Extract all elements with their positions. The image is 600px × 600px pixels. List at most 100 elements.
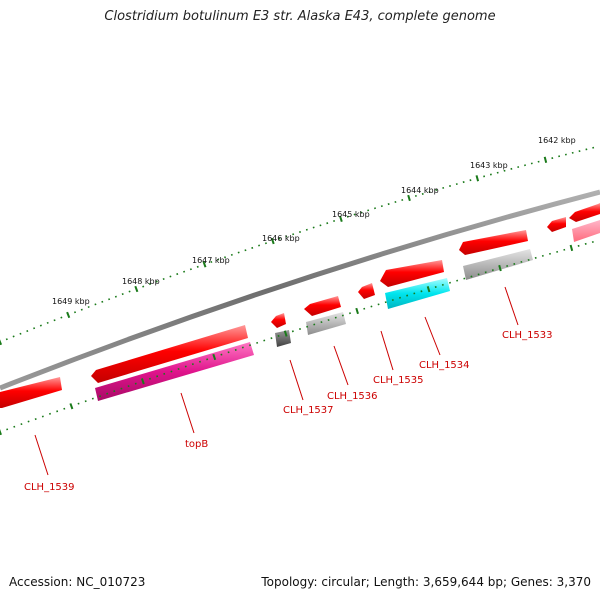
outer-ruler-minor-tick xyxy=(360,211,363,214)
cds-clh-1533-arrow[interactable] xyxy=(459,230,528,255)
outer-ruler-minor-tick xyxy=(394,201,397,204)
cds-clh-1536-arrow[interactable] xyxy=(304,296,341,316)
gene-label-topB[interactable]: topB xyxy=(185,439,208,450)
outer-ruler-minor-tick xyxy=(73,311,77,314)
inner-ruler-minor-tick xyxy=(334,316,337,319)
inner-ruler-minor-tick xyxy=(177,367,180,371)
inner-ruler-minor-tick xyxy=(327,318,330,321)
outer-ruler-minor-tick xyxy=(189,268,192,271)
feature-band-pink[interactable] xyxy=(572,220,600,242)
outer-ruler-minor-tick xyxy=(162,278,165,281)
gene-label-clh-1539[interactable]: CLH_1539 xyxy=(24,482,75,493)
inner-ruler-minor-tick xyxy=(541,254,544,257)
ruler-label-1647: 1647 kbp xyxy=(192,256,230,265)
gene-label-clh-1535[interactable]: CLH_1535 xyxy=(373,375,424,386)
outer-ruler-major-tick xyxy=(339,215,343,223)
inner-ruler-major-tick xyxy=(569,244,574,252)
feature-band-gray-1533[interactable] xyxy=(463,249,533,280)
outer-ruler-major-tick xyxy=(202,261,207,268)
leader-line-clh-1536 xyxy=(333,345,349,386)
feature-band-dark-1537[interactable] xyxy=(275,330,291,347)
cds-clh-1532-arrow[interactable] xyxy=(569,203,600,222)
outer-ruler-minor-tick xyxy=(401,198,404,202)
outer-ruler-major-tick xyxy=(0,339,3,346)
ruler-label-1646: 1646 kbp xyxy=(262,234,300,243)
gene-label-clh-1536[interactable]: CLH_1536 xyxy=(327,391,378,402)
inner-ruler-minor-tick xyxy=(406,294,409,297)
inner-ruler-minor-tick xyxy=(491,269,494,272)
outer-ruler-minor-tick xyxy=(326,222,329,225)
outer-ruler-minor-tick xyxy=(155,280,158,283)
forward-cds-track xyxy=(0,203,600,408)
inner-ruler-minor-tick xyxy=(470,275,473,278)
outer-ruler-minor-tick xyxy=(183,270,186,273)
feature-band-cyan-1534[interactable] xyxy=(385,278,450,309)
outer-ruler-minor-tick xyxy=(176,273,179,276)
inner-ruler-minor-tick xyxy=(263,339,266,342)
inner-ruler-minor-tick xyxy=(41,415,44,418)
gene-label-clh-1533[interactable]: CLH_1533 xyxy=(502,330,553,341)
outer-ruler-minor-tick xyxy=(251,246,254,249)
outer-ruler-minor-tick xyxy=(148,282,152,286)
outer-ruler-minor-tick xyxy=(196,265,199,268)
inner-ruler-minor-tick xyxy=(34,418,37,421)
outer-ruler-minor-tick xyxy=(60,316,63,319)
map-title: Clostridium botulinum E3 str. Alaska E43… xyxy=(104,9,496,24)
outer-ruler-minor-tick xyxy=(312,226,315,229)
outer-ruler-minor-tick xyxy=(87,306,90,308)
outer-ruler-minor-tick xyxy=(380,205,383,208)
gene-label-clh-1537[interactable]: CLH_1537 xyxy=(283,405,334,416)
inner-ruler-minor-tick xyxy=(20,423,23,426)
inner-ruler-minor-tick xyxy=(77,402,80,405)
ruler-labels: 1642 kbp 1643 kbp 1644 kbp 1645 kbp 1646… xyxy=(52,136,576,306)
cds-topB-arrow[interactable] xyxy=(91,325,248,383)
outer-scale-ruler xyxy=(0,146,595,346)
cds-clh-1537-arrow[interactable] xyxy=(271,313,286,328)
inner-ruler-minor-tick xyxy=(113,390,116,393)
outer-ruler-minor-tick xyxy=(333,220,336,223)
outer-ruler-minor-tick xyxy=(142,285,145,288)
cds-clh-1535-arrow[interactable] xyxy=(358,283,375,299)
inner-ruler-minor-tick xyxy=(13,425,16,428)
cds-clh-1539-arrow[interactable] xyxy=(0,377,62,408)
inner-ruler-minor-tick xyxy=(234,348,237,351)
inner-feature-track xyxy=(95,220,600,401)
ruler-label-1642: 1642 kbp xyxy=(538,136,576,145)
inner-ruler-major-tick xyxy=(212,353,217,361)
inner-ruler-major-tick xyxy=(498,264,502,272)
outer-ruler-minor-tick xyxy=(46,321,49,324)
inner-ruler-major-tick xyxy=(355,307,359,315)
inner-ruler-minor-tick xyxy=(206,358,209,361)
outer-ruler-minor-tick xyxy=(19,332,22,335)
cds-arrow[interactable] xyxy=(547,217,566,232)
outer-ruler-minor-tick xyxy=(469,179,472,182)
leader-line-clh-1535 xyxy=(380,330,394,371)
inner-ruler-minor-tick xyxy=(591,240,594,243)
outer-ruler-minor-tick xyxy=(264,242,267,245)
inner-ruler-minor-tick xyxy=(277,334,280,337)
inner-ruler-minor-tick xyxy=(370,305,373,308)
inner-ruler-minor-tick xyxy=(184,365,187,368)
outer-ruler-minor-tick xyxy=(462,181,465,184)
leader-line-clh-1539 xyxy=(34,434,49,476)
cds-clh-1534-arrow[interactable] xyxy=(380,260,444,287)
ruler-label-1645: 1645 kbp xyxy=(332,210,370,219)
outer-ruler-minor-tick xyxy=(217,258,220,261)
inner-ruler-minor-tick xyxy=(420,290,423,293)
outer-ruler-minor-tick xyxy=(278,237,281,240)
outer-ruler-minor-tick xyxy=(108,298,111,301)
outer-ruler-minor-tick xyxy=(353,213,356,216)
gene-label-clh-1534[interactable]: CLH_1534 xyxy=(419,360,470,371)
outer-ruler-minor-tick xyxy=(244,249,247,252)
inner-ruler-minor-tick xyxy=(391,298,394,301)
inner-ruler-minor-tick xyxy=(377,303,380,306)
inner-ruler-minor-tick xyxy=(363,307,366,310)
leader-line-clh-1533 xyxy=(504,286,519,326)
outer-ruler-minor-tick xyxy=(101,300,104,303)
outer-ruler-major-tick xyxy=(66,311,71,319)
inner-ruler-minor-tick xyxy=(27,420,30,423)
inner-ruler-major-tick xyxy=(140,378,145,385)
outer-ruler-minor-tick xyxy=(435,188,438,191)
inner-ruler-minor-tick xyxy=(306,325,309,328)
outer-ruler-minor-tick xyxy=(428,190,431,193)
